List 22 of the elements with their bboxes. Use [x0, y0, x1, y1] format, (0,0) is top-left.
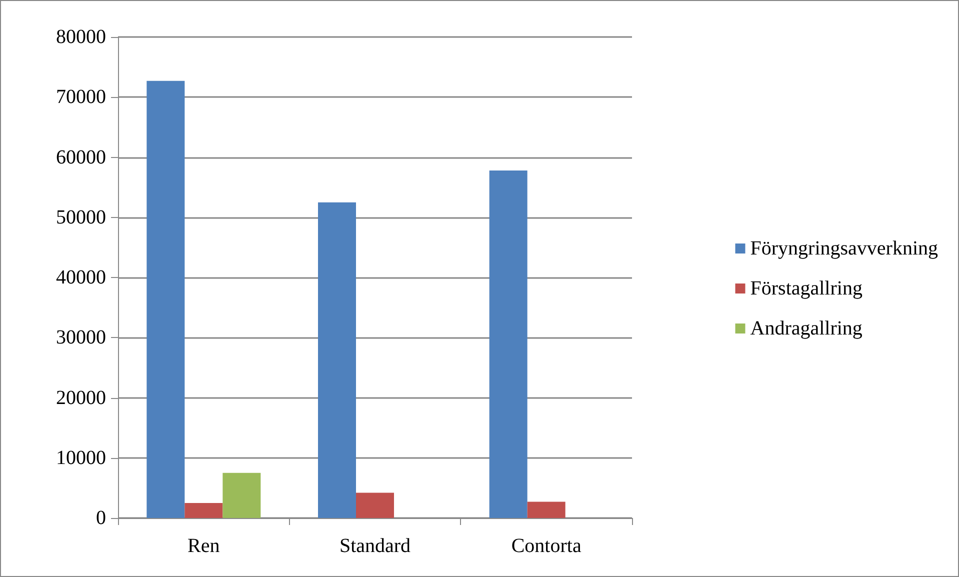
- bar: [356, 492, 394, 518]
- bar: [527, 502, 566, 518]
- legend-label: Föryngringsavverkning: [750, 238, 938, 260]
- y-tick-label: 30000: [56, 326, 106, 349]
- y-tick-label: 50000: [56, 206, 106, 228]
- x-tick-label: Standard: [339, 535, 411, 557]
- y-tick-label: 0: [96, 507, 106, 529]
- bar: [489, 170, 528, 518]
- bar: [146, 80, 185, 518]
- y-tick-label: 70000: [56, 86, 106, 108]
- y-tick-label: 40000: [56, 266, 106, 288]
- y-tick-label: 20000: [56, 386, 106, 409]
- bar: [318, 202, 356, 518]
- bar: [184, 502, 223, 518]
- x-tick-label: Contorta: [511, 535, 582, 557]
- legend-label: Förstagallring: [750, 278, 862, 300]
- x-tick-label: Ren: [188, 535, 220, 557]
- y-tick-label: 60000: [56, 146, 106, 168]
- bar: [222, 472, 261, 518]
- legend-label: Andragallring: [750, 318, 862, 340]
- y-tick-label: 10000: [56, 446, 106, 469]
- y-tick-label: 80000: [56, 26, 106, 48]
